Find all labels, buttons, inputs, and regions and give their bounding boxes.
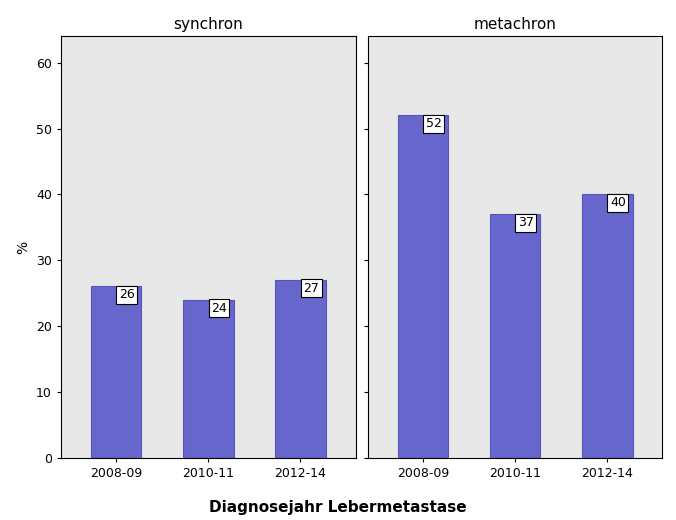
Title: synchron: synchron: [174, 18, 243, 32]
Text: Diagnosejahr Lebermetastase: Diagnosejahr Lebermetastase: [209, 500, 467, 515]
Text: 40: 40: [610, 197, 626, 210]
Bar: [489, 214, 540, 458]
Bar: [582, 194, 633, 458]
Text: 24: 24: [211, 302, 227, 315]
Text: 37: 37: [518, 216, 533, 229]
Bar: [91, 287, 141, 458]
Text: 26: 26: [119, 289, 135, 302]
Bar: [397, 115, 448, 458]
Text: 52: 52: [426, 118, 441, 131]
Bar: [183, 300, 234, 458]
Y-axis label: %: %: [16, 240, 30, 254]
Bar: [275, 280, 326, 458]
Title: metachron: metachron: [474, 18, 556, 32]
Text: 27: 27: [304, 282, 319, 295]
